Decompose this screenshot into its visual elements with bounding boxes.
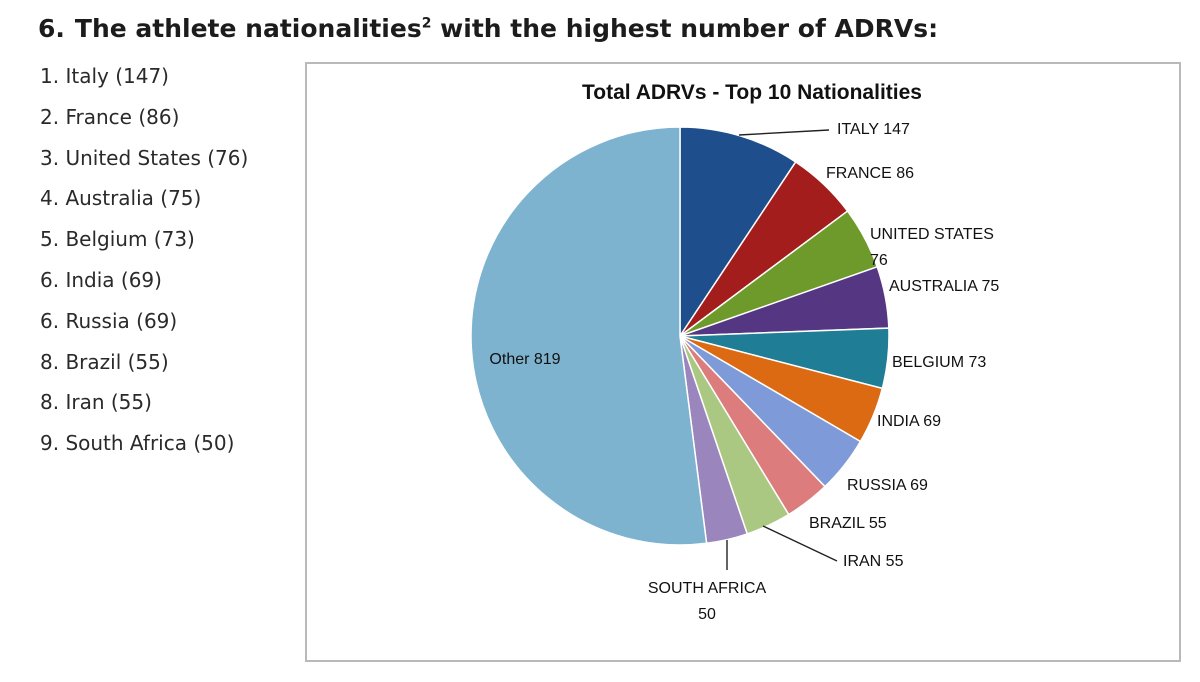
- data-label-line: ITALY 147: [837, 121, 910, 138]
- list-item-rank: 4.: [40, 186, 60, 211]
- data-label-line: INDIA 69: [877, 413, 941, 430]
- list-item-rank: 8.: [40, 349, 60, 374]
- chart-title: Total ADRVs - Top 10 Nationalities: [582, 81, 922, 104]
- nationality-ranking-list: 1. Italy (147) 2. France (86) 3. United …: [40, 62, 248, 470]
- list-item: 2. France (86): [40, 103, 248, 144]
- list-item-rank: 5.: [40, 227, 60, 252]
- list-item: 6. India (69): [40, 266, 248, 307]
- list-item-text: Italy (147): [65, 64, 169, 88]
- data-label-line: IRAN 55: [843, 553, 904, 570]
- data-label-united-states: UNITED STATES 76: [870, 226, 994, 269]
- data-label-line: FRANCE 86: [826, 165, 914, 182]
- data-label-line: AUSTRALIA 75: [889, 278, 999, 295]
- heading-text: The athlete nationalities: [74, 14, 422, 43]
- list-item-text: India (69): [65, 267, 162, 292]
- heading-number: 6.: [38, 14, 65, 43]
- list-item-rank: 1.: [40, 64, 60, 88]
- list-item: 9. South Africa (50): [40, 429, 248, 470]
- list-item-rank: 6.: [40, 308, 60, 333]
- pie-labels: ITALY 147 FRANCE 86 UNITED STATES 76AUSTRAL…: [489, 121, 999, 623]
- list-item-text: Brazil (55): [65, 349, 169, 374]
- list-item: 1. Italy (147): [40, 62, 248, 103]
- leader-line: [762, 525, 838, 562]
- data-label-line: 50: [698, 606, 716, 623]
- data-label-line: BELGIUM 73: [892, 354, 986, 371]
- data-label-iran: IRAN 55: [843, 553, 904, 570]
- data-label-india: INDIA 69: [877, 413, 941, 430]
- data-label-other: Other 819: [489, 351, 560, 368]
- heading-suffix: with the highest number of ADRVs:: [440, 14, 939, 43]
- list-item-text: South Africa (50): [65, 431, 235, 456]
- list-item-text: United States (76): [65, 145, 249, 170]
- list-item: 8. Brazil (55): [40, 348, 248, 389]
- data-label-line: 76: [870, 252, 888, 269]
- data-label-line: RUSSIA 69: [847, 477, 928, 494]
- pie-chart: Total ADRVs - Top 10 Nationalities ITALY…: [470, 81, 999, 623]
- heading-footnote: 2: [421, 15, 432, 32]
- data-label-south-africa: SOUTH AFRICA 50: [648, 580, 767, 623]
- page-heading: 6. The athlete nationalities2 with the hi…: [38, 14, 938, 43]
- list-item-text: Iran (55): [65, 390, 152, 415]
- data-label-line: Other 819: [489, 351, 560, 368]
- data-label-australia: AUSTRALIA 75: [889, 278, 999, 295]
- list-item-rank: 3.: [40, 145, 60, 170]
- list-item-rank: 8.: [40, 390, 60, 415]
- list-item: 4. Australia (75): [40, 184, 248, 225]
- data-label-france: FRANCE 86: [826, 165, 914, 182]
- pie-slice-other: [470, 126, 708, 546]
- pie-chart-panel: Total ADRVs - Top 10 Nationalities ITALY…: [305, 62, 1181, 662]
- list-item: 3. United States (76): [40, 144, 248, 185]
- list-item: 5. Belgium (73): [40, 225, 248, 266]
- data-label-belgium: BELGIUM 73: [892, 354, 986, 371]
- data-label-italy: ITALY 147: [837, 121, 910, 138]
- list-item-text: Belgium (73): [65, 227, 195, 252]
- list-item: 8. Iran (55): [40, 388, 248, 429]
- list-item-text: Russia (69): [65, 308, 178, 333]
- list-item-text: Australia (75): [65, 186, 202, 211]
- data-label-line: SOUTH AFRICA: [648, 580, 767, 597]
- pie-slices: [470, 126, 890, 546]
- list-item-text: France (86): [65, 104, 180, 129]
- data-label-russia: RUSSIA 69: [847, 477, 928, 494]
- pie-slice-italy: [679, 126, 797, 339]
- list-item-rank: 6.: [40, 267, 60, 292]
- data-label-line: UNITED STATES: [870, 226, 994, 243]
- list-item-rank: 9.: [40, 431, 60, 456]
- data-label-line: BRAZIL 55: [809, 515, 887, 532]
- list-item: 6. Russia (69): [40, 307, 248, 348]
- list-item-rank: 2.: [40, 104, 60, 129]
- data-label-brazil: BRAZIL 55: [809, 515, 887, 532]
- leader-line: [738, 129, 830, 136]
